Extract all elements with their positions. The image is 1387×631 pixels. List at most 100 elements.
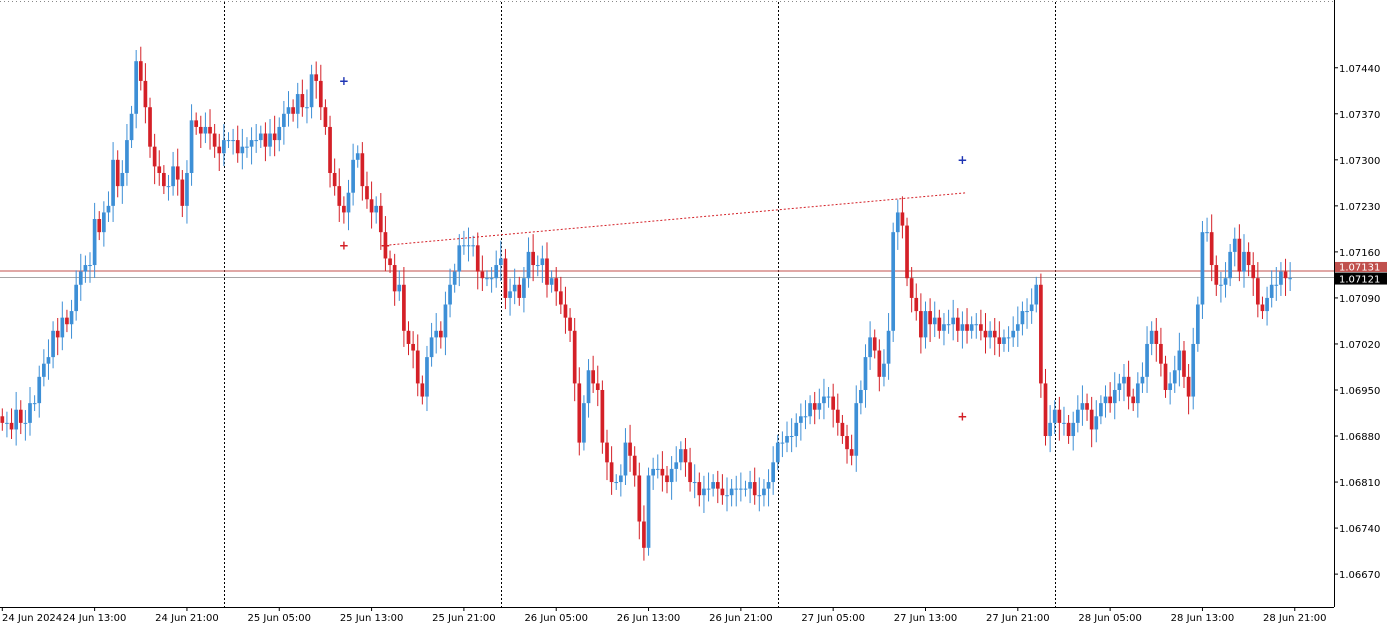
candle-body <box>258 133 263 141</box>
x-tick-label: 25 Jun 13:00 <box>340 613 404 624</box>
candle <box>522 267 526 313</box>
candle <box>134 50 139 129</box>
candle <box>1251 252 1256 296</box>
candle <box>877 339 882 392</box>
candle <box>1122 364 1126 402</box>
candle <box>92 202 97 278</box>
candle-body <box>1112 389 1117 404</box>
candle-body <box>152 146 157 167</box>
candle <box>1182 340 1186 389</box>
x-tick-label: 27 Jun 05:00 <box>801 613 865 624</box>
candle <box>872 329 877 359</box>
candle <box>692 464 697 499</box>
candle <box>646 467 651 556</box>
candle-body <box>983 330 988 338</box>
candle <box>960 311 965 349</box>
candle <box>443 291 448 356</box>
candle-body <box>148 107 152 147</box>
candle <box>452 263 457 293</box>
candle-body <box>568 317 572 331</box>
candle <box>1237 224 1242 282</box>
candle-body <box>448 284 452 305</box>
candle <box>185 160 189 224</box>
candle <box>28 387 32 436</box>
candle-body <box>563 304 568 318</box>
candle-body <box>1131 396 1136 404</box>
candle <box>420 375 425 405</box>
candle-body <box>974 324 979 326</box>
candle <box>355 145 360 168</box>
candle <box>1052 400 1057 435</box>
candle <box>388 250 392 273</box>
candle <box>535 255 540 277</box>
candle-body <box>674 462 679 469</box>
candle-body <box>526 251 531 279</box>
candle-body <box>508 291 512 298</box>
candle-body <box>309 74 314 108</box>
candle-body <box>669 468 674 483</box>
bid-price-tag <box>1335 261 1387 272</box>
candle-body <box>1288 278 1292 280</box>
candle <box>374 196 379 224</box>
candle-body <box>360 153 365 187</box>
candle-body <box>369 199 374 213</box>
candle-body <box>1015 324 1020 331</box>
candle-body <box>475 245 480 272</box>
candle <box>263 122 268 162</box>
candle <box>1131 388 1136 412</box>
candle-body <box>609 462 614 483</box>
candle <box>32 395 37 412</box>
candle-body <box>997 337 1002 344</box>
candle <box>1034 276 1039 313</box>
candle-body <box>1228 251 1232 279</box>
candle-body <box>429 337 434 358</box>
candle-body <box>882 363 886 377</box>
candle-body <box>715 482 720 489</box>
candle-body <box>739 488 743 490</box>
candle <box>97 211 102 241</box>
candle-body <box>305 107 309 109</box>
candle-body <box>102 212 106 233</box>
candle <box>1103 385 1108 418</box>
candle-body <box>600 389 605 443</box>
candle-body <box>868 337 872 358</box>
candle <box>1168 372 1172 405</box>
candle-body <box>378 205 383 233</box>
candle <box>683 437 688 477</box>
candle <box>1232 227 1237 267</box>
candle-body <box>277 126 282 141</box>
candle <box>600 380 605 454</box>
x-tick-label: 26 Jun 21:00 <box>709 613 773 624</box>
candle-body <box>748 482 752 489</box>
candle-body <box>212 133 217 147</box>
candle-body <box>919 311 923 338</box>
candle <box>826 387 831 408</box>
candle <box>1085 393 1089 421</box>
candle-body <box>697 482 702 496</box>
candle <box>909 267 914 313</box>
candle-body <box>1108 396 1112 404</box>
candle <box>18 400 23 435</box>
y-tick-label: 1.06880 <box>1339 432 1380 443</box>
candle <box>679 441 683 471</box>
candle <box>448 268 452 318</box>
candle-body <box>512 284 517 292</box>
candle <box>1135 372 1140 418</box>
candle <box>734 475 739 507</box>
candle <box>5 411 9 438</box>
candle-body <box>729 488 734 496</box>
candle-body <box>720 488 725 496</box>
candle <box>411 331 415 369</box>
candle-body <box>74 284 79 312</box>
candle-body <box>1140 376 1145 384</box>
candle-body <box>835 409 840 423</box>
candle <box>1255 262 1260 318</box>
candle <box>849 434 854 466</box>
candle <box>162 165 166 195</box>
candle-body <box>346 192 351 213</box>
candle <box>942 313 946 346</box>
candle-body <box>877 350 882 377</box>
candle-body <box>771 462 776 483</box>
y-tick-label: 1.07020 <box>1339 340 1380 351</box>
candle-body <box>1163 363 1168 390</box>
